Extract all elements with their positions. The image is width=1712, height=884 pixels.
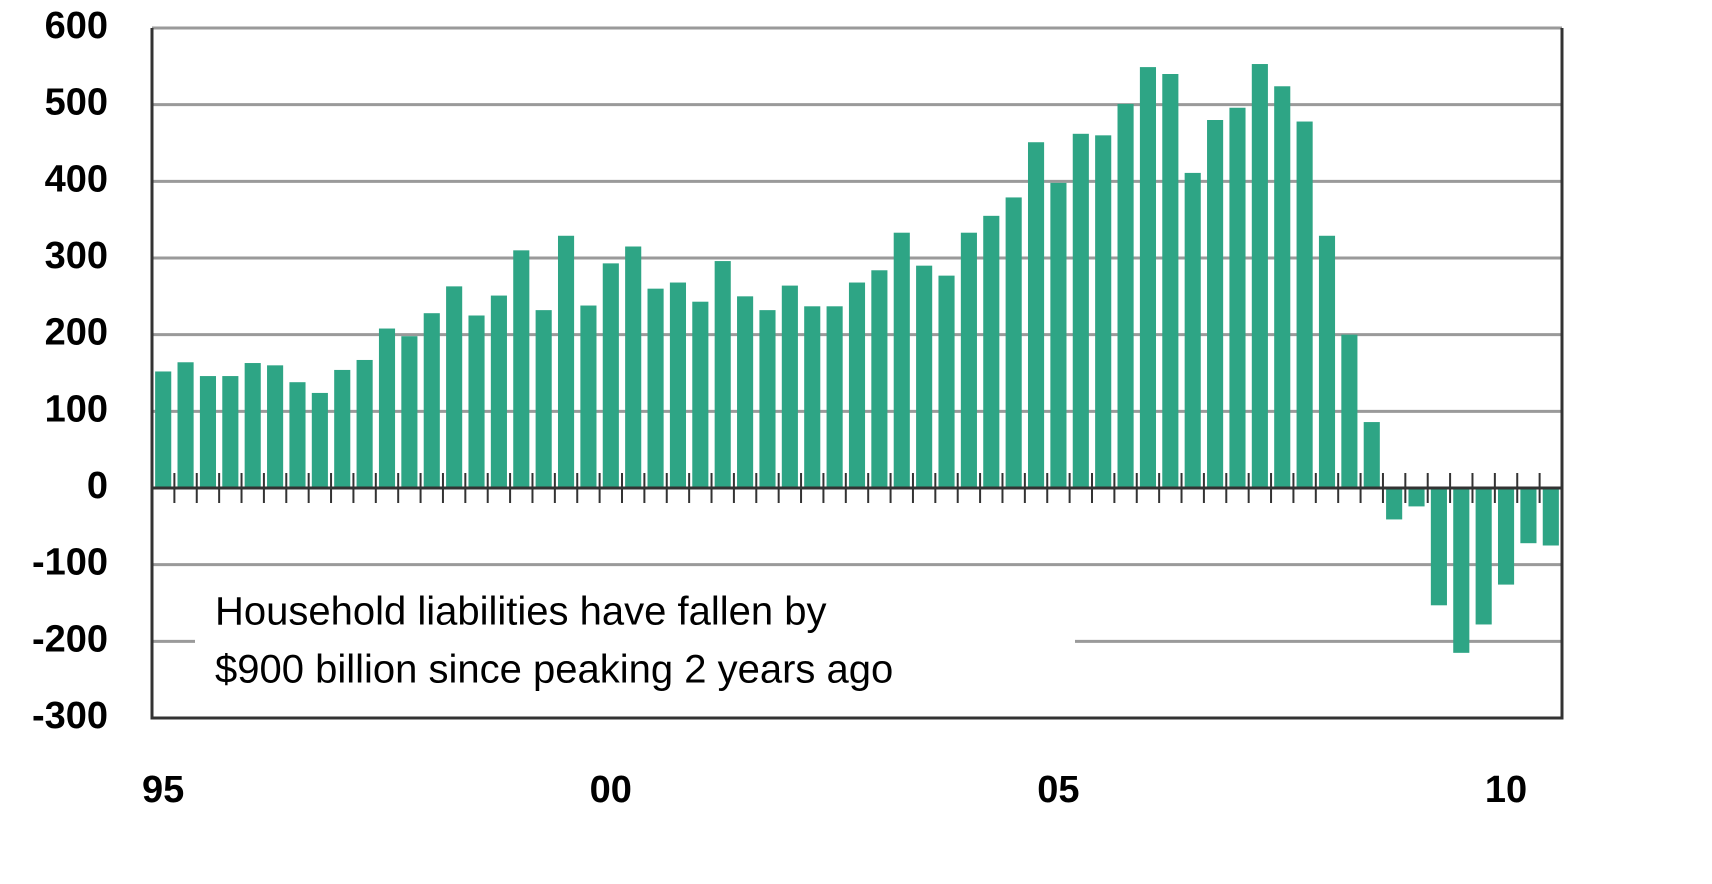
bar <box>1430 488 1447 606</box>
bar <box>468 315 485 488</box>
bar <box>1386 488 1403 520</box>
bar <box>1520 488 1537 544</box>
bar <box>1117 103 1134 489</box>
bar <box>759 310 776 488</box>
bar <box>423 313 440 488</box>
bar <box>804 306 821 488</box>
bar <box>1184 172 1201 488</box>
bar <box>446 286 463 488</box>
annotation-box <box>195 588 1075 703</box>
annotation: Household liabilities have fallen by <box>215 590 826 634</box>
bar <box>1341 334 1358 488</box>
bar <box>781 285 798 488</box>
bar <box>871 270 888 488</box>
bar <box>1005 197 1022 488</box>
bar <box>334 369 351 488</box>
bar <box>983 215 1000 489</box>
y-tick-label: -100 <box>32 542 108 584</box>
bar <box>647 288 664 488</box>
bar <box>557 235 575 488</box>
bar <box>1274 86 1291 489</box>
bar <box>692 301 709 488</box>
y-tick-label: -300 <box>32 695 108 737</box>
bar <box>289 382 306 488</box>
bar <box>1027 142 1045 488</box>
bar <box>535 310 552 488</box>
bar <box>1207 120 1224 488</box>
bar <box>1251 64 1268 489</box>
bar <box>848 282 866 488</box>
y-tick-label: 500 <box>45 82 108 124</box>
bar <box>938 275 955 488</box>
bar <box>311 392 328 488</box>
y-tick-label: 400 <box>45 158 108 200</box>
annotation: $900 billion since peaking 2 years ago <box>215 648 893 692</box>
x-tick-label: 95 <box>142 769 184 811</box>
bar <box>1072 133 1089 489</box>
bar <box>244 363 261 488</box>
bar <box>177 362 194 488</box>
bar <box>1229 107 1246 488</box>
bar <box>580 305 597 488</box>
bar <box>669 282 687 488</box>
bar <box>1095 135 1112 489</box>
bar <box>714 261 731 488</box>
x-tick-label: 10 <box>1485 769 1527 811</box>
y-tick-label: -200 <box>32 618 108 660</box>
bar <box>513 250 530 488</box>
bar <box>199 376 217 488</box>
bar <box>826 306 843 488</box>
bar <box>222 376 239 488</box>
bar <box>1497 488 1515 585</box>
bar <box>1475 488 1492 625</box>
bar <box>1296 121 1313 489</box>
bar <box>1408 488 1425 507</box>
y-tick-label: 600 <box>45 5 108 47</box>
bar <box>1050 182 1067 488</box>
x-tick-label: 00 <box>590 769 632 811</box>
y-tick-label: 0 <box>87 465 108 507</box>
bar <box>401 336 418 488</box>
bar <box>1453 488 1470 653</box>
bar <box>960 232 977 488</box>
bar <box>267 365 284 488</box>
y-tick-label: 300 <box>45 235 108 277</box>
bar <box>737 296 754 488</box>
bar <box>1162 74 1179 488</box>
bar <box>602 263 619 488</box>
bar <box>155 371 172 488</box>
bar <box>490 295 507 488</box>
bar <box>1139 67 1157 488</box>
bar <box>893 232 910 488</box>
bar <box>378 328 396 488</box>
x-tick-label: 05 <box>1037 769 1079 811</box>
bar <box>1363 422 1380 488</box>
y-tick-label: 200 <box>45 312 108 354</box>
bar <box>916 265 933 488</box>
bar <box>1542 488 1559 546</box>
bar <box>356 359 373 488</box>
bar <box>1318 235 1336 488</box>
axis-frame <box>150 28 1564 720</box>
y-tick-label: 100 <box>45 388 108 430</box>
bar <box>625 246 642 488</box>
